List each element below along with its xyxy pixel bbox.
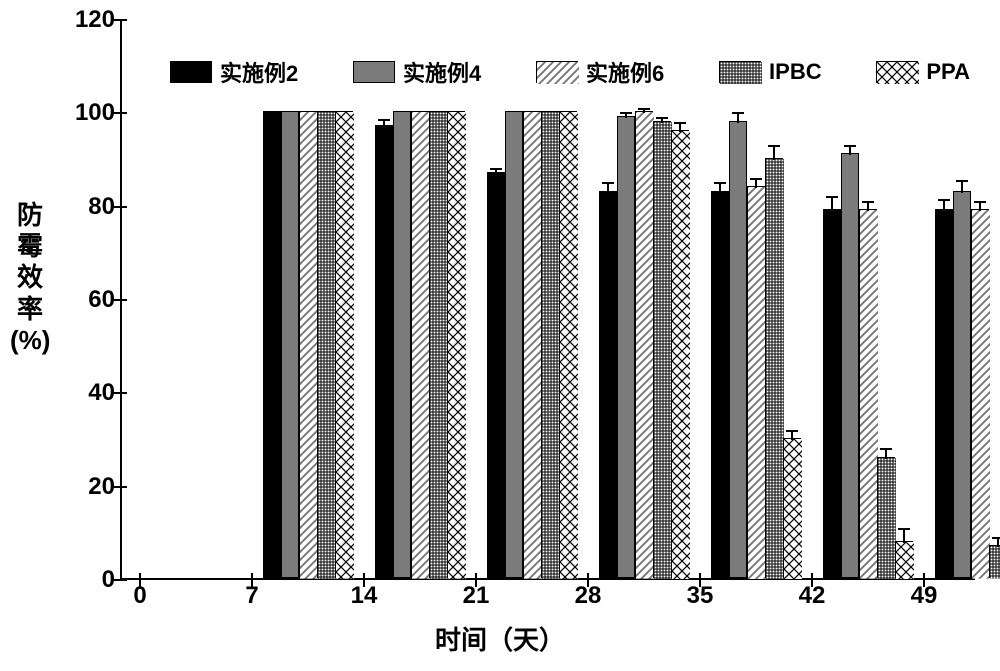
bar-ex2 [487,172,505,578]
bar-ppa [559,111,577,578]
error-cap [768,145,780,147]
bar-ex2 [263,111,281,578]
y-tick-label: 120 [70,6,115,34]
bar-ex4 [841,153,859,578]
y-tick-label: 80 [70,193,115,221]
error-cap [602,182,614,184]
legend: 实施例2 实施例4 实施例6 IPBC PPA [170,55,970,89]
bar-ex4 [729,121,747,578]
error-cap [974,201,986,203]
bar-ex6 [523,111,541,578]
error-cap [490,168,502,170]
error-bar [903,529,905,543]
error-bar [791,431,793,440]
bar-ppa [447,111,465,578]
bar-ex6 [299,111,317,578]
bar-ipbc [317,111,335,578]
bar-chart: 防霉效率(%) 时间（天） 实施例2 实施例4 实施例6 IPBC PPA 0 20 40 6… [0,0,1000,671]
bar-ex4 [281,111,299,578]
error-cap [620,112,632,114]
bar-ipbc [541,111,559,578]
error-cap [732,112,744,114]
legend-item-ppa: PPA [876,59,970,85]
bar-ex2 [823,209,841,578]
error-bar [679,123,681,132]
legend-swatch [876,61,918,83]
error-cap [656,117,668,119]
error-cap [992,537,1000,539]
legend-item-ex2: 实施例2 [170,56,298,88]
legend-label: 实施例4 [403,56,481,88]
error-bar [737,113,739,122]
error-cap [750,178,762,180]
legend-item-ex6: 实施例6 [536,56,664,88]
error-bar [719,183,721,192]
error-bar [867,202,869,211]
y-tick-label: 100 [70,99,115,127]
legend-item-ipbc: IPBC [719,59,822,85]
y-tick-label: 0 [70,566,115,594]
bar-ex4 [617,116,635,578]
bar-ex2 [935,209,953,578]
bar-ex6 [411,111,429,578]
error-bar [755,179,757,188]
error-bar [383,120,385,127]
bar-ex4 [505,111,523,578]
bar-ppa [335,111,353,578]
bar-ex4 [953,191,971,578]
error-cap [714,182,726,184]
bar-ipbc [989,545,1000,578]
error-cap [898,528,910,530]
error-cap [844,145,856,147]
error-cap [956,180,968,182]
error-bar [773,146,775,160]
error-bar [885,449,887,458]
error-cap [638,108,650,110]
error-bar [831,197,833,211]
error-cap [880,448,892,450]
error-cap [938,199,950,201]
legend-swatch [719,61,761,83]
error-bar [979,202,981,211]
bar-ipbc [877,457,895,578]
bar-ex6 [747,186,765,578]
x-axis-label: 时间（天） [0,620,1000,657]
error-cap [674,122,686,124]
bar-ex2 [711,191,729,578]
bar-ppa [671,130,689,578]
bar-ppa [783,438,801,578]
y-tick-label: 20 [70,473,115,501]
bar-ppa [895,541,913,578]
legend-label: 实施例2 [220,56,298,88]
bar-ex2 [375,125,393,578]
bar-ipbc [429,111,447,578]
bar-ex6 [859,209,877,578]
legend-swatch [353,61,395,83]
bar-ex6 [635,111,653,578]
error-bar [997,538,999,547]
error-bar [943,200,945,212]
bar-ex2 [599,191,617,578]
error-bar [607,183,609,192]
bar-ipbc [765,158,783,578]
error-cap [786,430,798,432]
y-tick-label: 40 [70,379,115,407]
legend-label: PPA [926,59,970,85]
legend-item-ex4: 实施例4 [353,56,481,88]
legend-label: 实施例6 [586,56,664,88]
legend-label: IPBC [769,59,822,85]
bar-ipbc [653,121,671,578]
error-cap [826,196,838,198]
error-cap [862,201,874,203]
legend-swatch [170,61,212,83]
plot-area [120,20,975,580]
bar-ex4 [393,111,411,578]
bar-ex6 [971,209,989,578]
legend-swatch [536,61,578,83]
y-tick-label: 60 [70,286,115,314]
error-bar [961,181,963,193]
y-axis-label: 防霉效率(%) [10,200,50,356]
error-cap [378,119,390,121]
error-bar [849,146,851,155]
